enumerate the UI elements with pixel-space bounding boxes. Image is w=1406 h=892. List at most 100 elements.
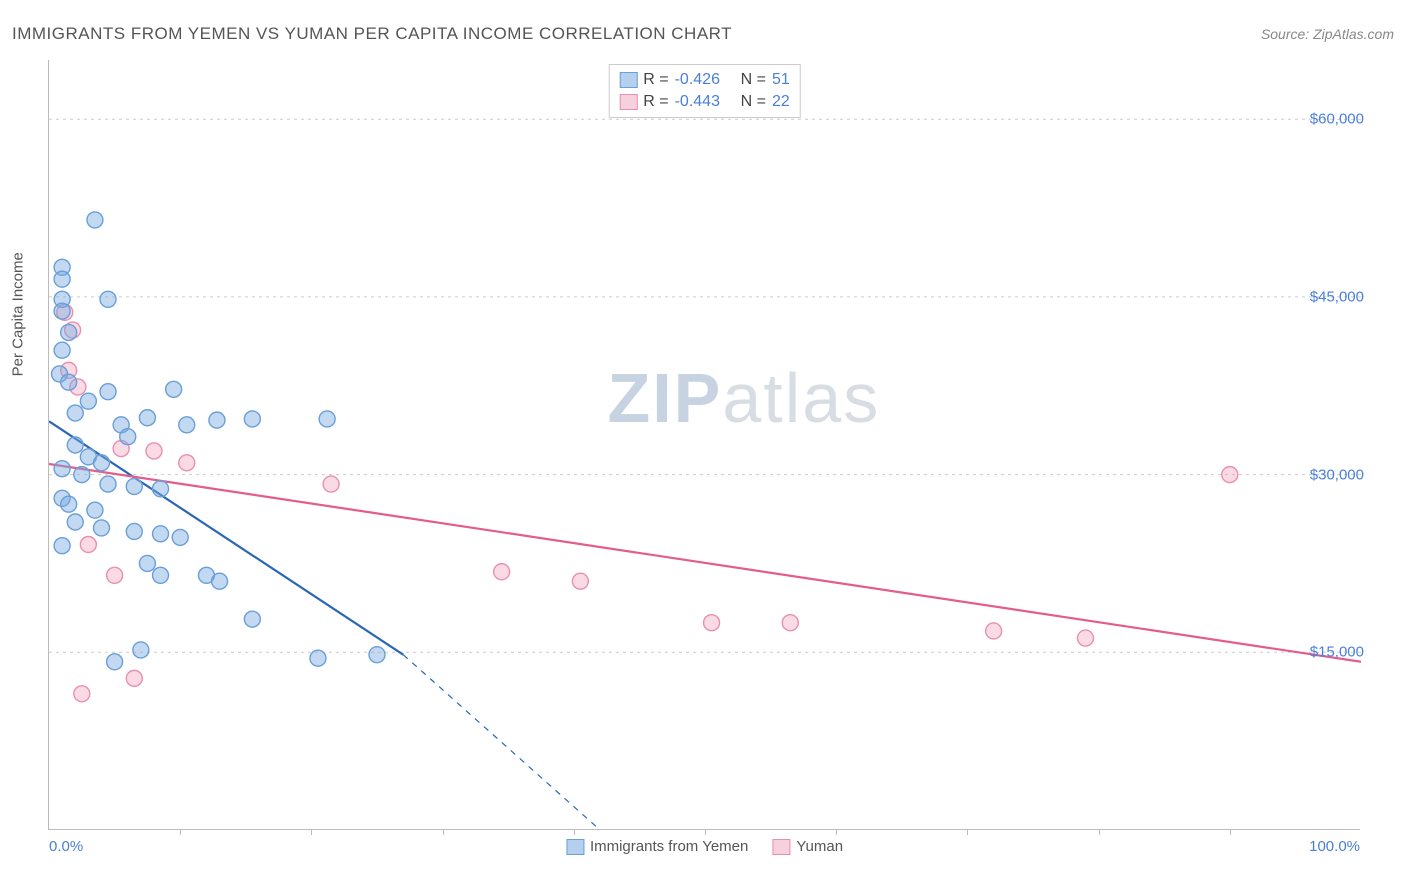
data-point [153,526,169,542]
data-point [133,642,149,658]
r-label: R = [643,91,668,113]
x-axis-max-label: 100.0% [1309,838,1360,855]
data-point [244,611,260,627]
data-point [67,514,83,530]
data-point [67,405,83,421]
trend-line [49,421,403,654]
data-point [93,520,109,536]
r-value-pink: -0.443 [675,91,735,113]
r-label: R = [643,69,668,91]
data-point [113,441,129,457]
data-point [80,449,96,465]
x-tick [574,829,575,835]
data-point [198,567,214,583]
watermark-light: atlas [722,359,880,437]
x-tick [967,829,968,835]
data-point [153,481,169,497]
data-point [126,478,142,494]
y-axis-title: Per Capita Income [10,252,27,376]
x-tick [443,829,444,835]
data-point [57,304,73,320]
data-point [54,271,70,287]
stats-row-blue: R = -0.426 N = 51 [619,69,789,91]
data-point [100,476,116,492]
x-tick [180,829,181,835]
data-point [166,381,182,397]
data-point [113,417,129,433]
data-point [319,411,335,427]
data-point [572,573,588,589]
legend-swatch-blue-icon [566,839,584,855]
n-label: N = [741,91,766,113]
data-point [54,259,70,275]
legend-swatch-pink-icon [772,839,790,855]
y-tick-label: $30,000 [1310,466,1364,483]
legend-label-pink: Yuman [796,838,843,855]
watermark-bold: ZIP [607,359,722,437]
watermark: ZIPatlas [607,358,880,438]
data-point [146,443,162,459]
data-point [54,538,70,554]
data-point [369,647,385,663]
data-point [704,615,720,631]
data-point [51,366,67,382]
data-point [100,291,116,307]
source-attribution: Source: ZipAtlas.com [1261,26,1394,42]
y-tick-label: $45,000 [1310,288,1364,305]
stats-row-pink: R = -0.443 N = 22 [619,91,789,113]
data-point [107,654,123,670]
data-point [139,555,155,571]
trend-line [403,655,600,830]
legend-item-blue: Immigrants from Yemen [566,838,748,855]
data-point [61,496,77,512]
r-value-blue: -0.426 [675,69,735,91]
data-point [54,291,70,307]
x-tick [1230,829,1231,835]
data-point [54,342,70,358]
y-tick-label: $60,000 [1310,111,1364,128]
swatch-pink-icon [619,94,637,110]
data-point [120,429,136,445]
data-point [126,670,142,686]
x-axis-min-label: 0.0% [49,838,83,855]
data-point [61,362,77,378]
data-point [61,324,77,340]
n-value-blue: 51 [772,69,790,91]
data-point [212,573,228,589]
data-point [986,623,1002,639]
legend-bottom: Immigrants from Yemen Yuman [566,838,843,855]
data-point [80,537,96,553]
trend-line [49,464,1361,662]
n-label: N = [741,69,766,91]
x-tick [311,829,312,835]
data-point [153,567,169,583]
data-point [100,384,116,400]
data-point [107,567,123,583]
data-point [172,529,188,545]
data-point [67,437,83,453]
data-point [494,564,510,580]
y-tick-label: $15,000 [1310,644,1364,661]
data-point [782,615,798,631]
data-point [54,490,70,506]
source-name: ZipAtlas.com [1313,26,1394,42]
source-label: Source: [1261,26,1309,42]
x-tick [705,829,706,835]
data-point [74,467,90,483]
data-point [87,502,103,518]
data-point [179,417,195,433]
data-point [54,303,70,319]
data-point [61,374,77,390]
x-tick [836,829,837,835]
data-point [54,461,70,477]
data-point [74,686,90,702]
data-point [139,410,155,426]
plot-area: ZIPatlas R = -0.426 N = 51 R = -0.443 N … [48,60,1360,830]
data-point [310,650,326,666]
stats-box: R = -0.426 N = 51 R = -0.443 N = 22 [608,64,800,118]
data-point [1077,630,1093,646]
data-point [65,322,81,338]
chart-title: IMMIGRANTS FROM YEMEN VS YUMAN PER CAPIT… [12,24,732,44]
n-value-pink: 22 [772,91,790,113]
data-point [209,412,225,428]
